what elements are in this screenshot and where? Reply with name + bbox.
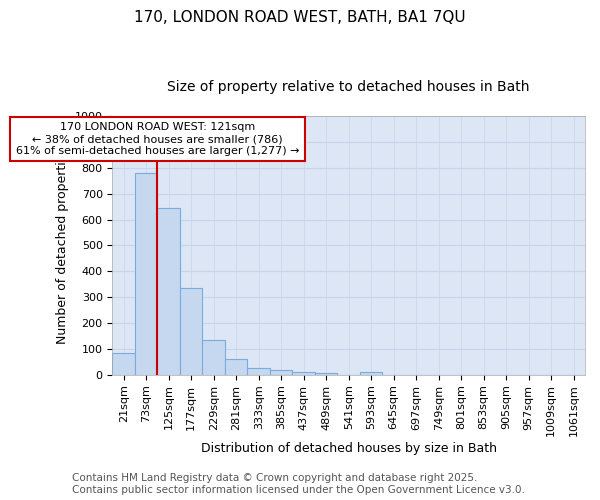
Bar	[157, 208, 180, 375]
Bar	[225, 360, 247, 375]
Bar	[180, 288, 202, 375]
Bar	[292, 372, 315, 375]
Bar	[270, 370, 292, 375]
Title: Size of property relative to detached houses in Bath: Size of property relative to detached ho…	[167, 80, 530, 94]
Bar	[112, 353, 135, 375]
Bar	[360, 372, 382, 375]
Bar	[315, 373, 337, 375]
Bar	[202, 340, 225, 375]
Y-axis label: Number of detached properties: Number of detached properties	[56, 147, 69, 344]
Text: 170 LONDON ROAD WEST: 121sqm
← 38% of detached houses are smaller (786)
61% of s: 170 LONDON ROAD WEST: 121sqm ← 38% of de…	[16, 122, 299, 156]
Bar	[135, 173, 157, 375]
Bar	[247, 368, 270, 375]
Text: Contains HM Land Registry data © Crown copyright and database right 2025.
Contai: Contains HM Land Registry data © Crown c…	[72, 474, 525, 495]
Text: 170, LONDON ROAD WEST, BATH, BA1 7QU: 170, LONDON ROAD WEST, BATH, BA1 7QU	[134, 10, 466, 25]
X-axis label: Distribution of detached houses by size in Bath: Distribution of detached houses by size …	[201, 442, 497, 455]
